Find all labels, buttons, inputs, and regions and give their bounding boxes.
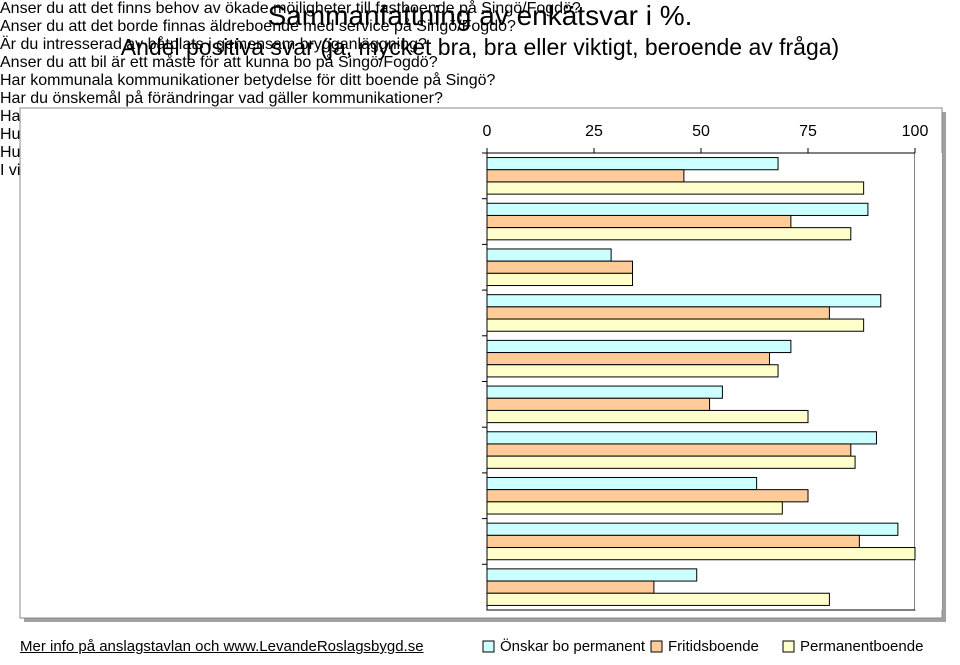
bar xyxy=(486,592,830,606)
bar xyxy=(486,339,792,354)
bar xyxy=(486,169,685,183)
x-tick-label: 75 xyxy=(799,123,817,140)
bar xyxy=(486,547,916,561)
bar xyxy=(486,364,779,378)
bar xyxy=(486,489,809,503)
category-label: Har kommunala kommunikationer betydelse … xyxy=(0,72,496,89)
legend-swatch xyxy=(650,640,663,653)
bar xyxy=(486,501,783,515)
bar xyxy=(486,227,852,241)
category-label: Anser du att bil är ett måste för att ku… xyxy=(0,54,438,71)
x-tick-label: 50 xyxy=(692,123,710,140)
x-tick-label: 100 xyxy=(902,123,929,140)
x-tick-label: 0 xyxy=(483,123,492,140)
legend-label: Önskar bo permanent xyxy=(500,637,646,655)
bar xyxy=(486,476,758,491)
bar xyxy=(486,397,711,411)
bar xyxy=(486,181,865,195)
bar xyxy=(486,272,634,287)
bar xyxy=(486,409,809,424)
chart-title: Sammanfattning av enkätsvar i %. xyxy=(267,0,693,31)
legend-swatch xyxy=(482,640,495,653)
bar xyxy=(486,318,865,332)
legend-swatch xyxy=(782,640,795,653)
bar xyxy=(486,260,634,274)
category-label: Anser du att det borde finnas äldreboend… xyxy=(0,18,516,35)
plot-margin xyxy=(915,153,942,610)
bar xyxy=(486,522,899,536)
bar xyxy=(486,534,860,549)
category-label: Är du intresserad av båtplats i gemensam… xyxy=(0,36,427,53)
category-label: Har du önskemål på förändringar vad gäll… xyxy=(0,90,443,107)
bar xyxy=(486,352,770,366)
bar xyxy=(486,580,655,594)
bar xyxy=(486,306,830,320)
bar xyxy=(486,294,882,308)
bar xyxy=(486,248,612,262)
legend-label: Permanentboende xyxy=(800,638,923,655)
bar xyxy=(486,568,698,582)
category-label: Anser du att det finns behov av ökade mö… xyxy=(0,0,581,17)
bar xyxy=(486,214,792,229)
chart-subtitle: Andel positiva svar (ja, mycket bra, bra… xyxy=(120,34,840,60)
bar xyxy=(486,385,723,399)
bar xyxy=(486,443,852,457)
bar xyxy=(486,431,877,445)
legend-label: Fritidsboende xyxy=(668,638,759,655)
x-tick-label: 25 xyxy=(585,123,603,140)
bar xyxy=(486,455,856,469)
bar xyxy=(486,202,869,216)
footer-link[interactable]: Mer info på anslagstavlan och www.Levand… xyxy=(20,638,424,655)
bar xyxy=(486,157,779,171)
